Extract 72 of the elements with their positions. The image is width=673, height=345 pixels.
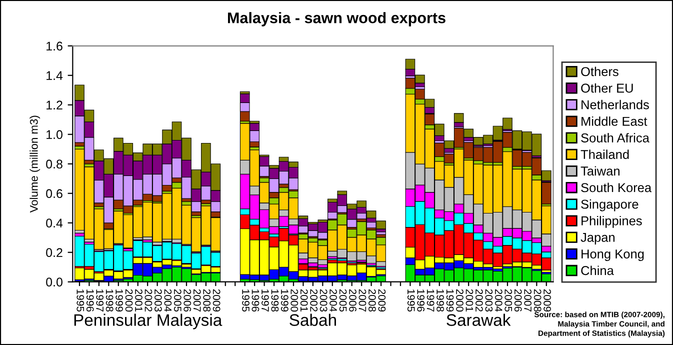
- x-tick-label: 2006: [184, 289, 192, 312]
- x-tick-label: 2008: [368, 289, 376, 312]
- x-tick-label: 2006: [349, 289, 356, 312]
- legend-label: Singapore: [581, 199, 638, 212]
- x-tick-label: 1995: [76, 290, 84, 312]
- x-tick-label: 2001: [135, 289, 142, 312]
- legend-label: Netherlands: [582, 100, 649, 110]
- text: Sabah: [290, 314, 336, 326]
- x-tick-label: 2001: [466, 289, 474, 312]
- x-tick-label: 1995: [407, 290, 415, 312]
- x-tick-label: 1997: [96, 290, 104, 312]
- x-tick-label: 1996: [417, 290, 425, 312]
- x-tick-label: 2004: [330, 289, 337, 312]
- legend-label: Other EU: [581, 83, 633, 93]
- x-tick-label: 2003: [320, 289, 328, 312]
- x-tick-label: 2002: [144, 289, 152, 312]
- legend-label: Taiwan: [580, 166, 620, 176]
- x-tick-label: 2009: [378, 289, 386, 312]
- x-tick-label: 1998: [271, 290, 279, 312]
- x-tick-label: 2009: [212, 289, 220, 312]
- x-tick-label: 2009: [544, 289, 551, 312]
- x-tick-label: 2005: [339, 289, 347, 312]
- legend-label: Japan: [580, 233, 615, 244]
- y-tick-label: 0.0: [46, 278, 62, 287]
- text: Peninsular Malaysia: [74, 314, 222, 330]
- legend-label: Middle East: [582, 116, 648, 126]
- x-tick-label: 2004: [164, 289, 172, 312]
- x-tick-label: 1999: [116, 290, 123, 312]
- y-tick-label: 0.2: [46, 248, 62, 258]
- y-tick-label: 1.0: [46, 130, 62, 140]
- x-tick-label: 2008: [203, 289, 211, 312]
- legend-label: Thailand: [580, 150, 629, 160]
- x-tick-label: 2002: [310, 289, 318, 312]
- x-tick-label: 2005: [174, 289, 182, 312]
- chart-title: Malaysia - sawn wood exports: [228, 12, 446, 26]
- y-tick-label: 1.4: [46, 71, 63, 80]
- x-tick-label: 2003: [485, 289, 493, 312]
- y-tick-label: 1.2: [46, 100, 62, 110]
- x-tick-label: 1999: [280, 290, 288, 312]
- legend-label: Philippines: [582, 216, 642, 228]
- legend-label: China: [581, 266, 614, 276]
- x-tick-label: 2000: [290, 289, 298, 312]
- x-tick-label: 2000: [456, 289, 464, 312]
- x-tick-label: 1998: [106, 290, 114, 312]
- y-tick-label: 0.8: [46, 160, 62, 169]
- x-tick-label: 1996: [86, 290, 94, 312]
- x-tick-label: 2002: [476, 289, 483, 312]
- x-tick-label: 2005: [504, 289, 512, 312]
- x-tick-label: 2007: [358, 289, 366, 312]
- y-axis-title: Volume (million m3): [30, 116, 40, 213]
- x-tick-label: 1998: [436, 290, 444, 312]
- x-tick-label: 2006: [514, 289, 522, 312]
- legend-label: Others: [581, 66, 618, 76]
- x-tick-label: 2003: [154, 289, 162, 312]
- x-tick-label: 1997: [426, 290, 434, 312]
- legend-label: Hong Kong: [582, 250, 644, 262]
- x-tick-label: 1995: [242, 290, 250, 312]
- x-tick-label: 2008: [534, 289, 542, 312]
- y-tick-label: 0.6: [46, 189, 62, 198]
- x-tick-label: 2004: [494, 289, 502, 312]
- legend-label: South Africa: [581, 133, 650, 142]
- x-tick-label: 2000: [125, 289, 133, 312]
- x-tick-label: 2001: [300, 289, 308, 312]
- x-tick-label: 1996: [252, 290, 260, 312]
- x-tick-label: 2007: [193, 289, 201, 312]
- y-tick-label: 1.6: [46, 42, 62, 51]
- text: Sarawak: [446, 314, 511, 326]
- legend-label: South Korea: [581, 182, 652, 192]
- x-tick-label: 1999: [446, 290, 454, 312]
- y-tick-label: 0.4: [46, 218, 63, 228]
- x-tick-label: 2007: [524, 289, 532, 312]
- x-tick-label: 1997: [262, 290, 269, 312]
